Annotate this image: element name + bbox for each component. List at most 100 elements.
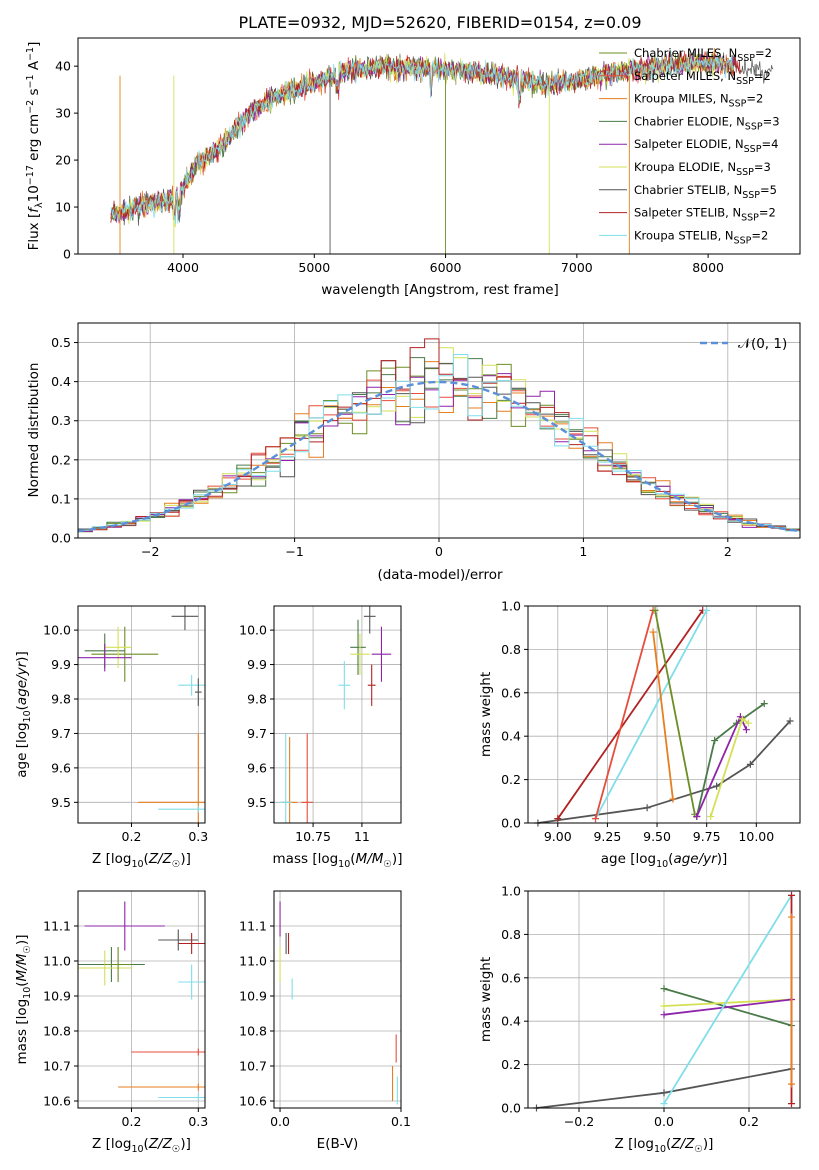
weight-marker (713, 782, 721, 790)
normal-curve (77, 380, 801, 533)
y-axis-label-part: age [log (14, 722, 30, 777)
x-axis-label: E(B-V) (317, 1136, 359, 1152)
weight-series-5 (663, 998, 792, 1007)
x-tick-label: 11 (354, 829, 370, 844)
y-tick-label: 9.8 (51, 692, 71, 707)
x-axis-label-part: ( (668, 851, 673, 867)
x-axis-label-part: )] (180, 1136, 191, 1152)
x-axis-label-part: mass [log (273, 851, 339, 867)
legend-entry-part: SSP (744, 144, 762, 155)
y-tick-label: 11.0 (43, 954, 71, 969)
legend-entry: 𝒩(0, 1) (738, 336, 787, 352)
legend-entry: Kroupa MILES, NSSP=2 (634, 92, 763, 110)
y-axis-label: mass weight (478, 957, 494, 1042)
legend-entry: Chabrier STELIB, NSSP=5 (634, 183, 777, 201)
weight-series-4 (663, 998, 792, 1016)
x-tick-label: 9.25 (593, 829, 621, 844)
legend-entry-part: SSP (737, 53, 755, 64)
y-axis-label-part: −1 (25, 74, 36, 88)
weight-marker (746, 760, 754, 768)
x-tick-label: 10.75 (295, 829, 331, 844)
weight-marker (788, 1100, 795, 1108)
legend-entry-part: Chabrier ELODIE, N (634, 114, 745, 128)
y-axis-label-part: age/yr (14, 660, 30, 705)
y-tick-label: 20 (55, 153, 71, 168)
weight-series-7 (557, 609, 704, 820)
weight-marker (669, 795, 677, 803)
x-axis-label: age [log10(age/yr)] (601, 851, 727, 870)
legend-entry-part: =2 (755, 46, 772, 60)
x-tick-label: 2 (724, 544, 732, 559)
y-tick-label: 0.6 (501, 970, 521, 985)
x-tick-label: 0.2 (739, 1114, 759, 1129)
legend-entry-part: SSP (745, 121, 763, 132)
legend-entry-part: SSP (729, 99, 747, 110)
x-tick-label: 9.50 (643, 829, 671, 844)
legend-entry-part: SSP (742, 190, 760, 201)
axes-frame (77, 890, 206, 1109)
legend-entry: Salpeter MILES, NSSP=2 (634, 69, 771, 87)
y-tick-label: 9.8 (247, 692, 267, 707)
legend-entry: Salpeter ELODIE, NSSP=4 (634, 137, 778, 155)
y-tick-label: 1.0 (501, 599, 521, 614)
y-tick-label: 0.0 (501, 816, 521, 831)
y-tick-label: 11.1 (43, 919, 71, 934)
mass-vs-extinction-panel: 0.0 0.1 10.6 10.7 10.8 10.9 11.0 11.1 E(B-V) (239, 890, 411, 1152)
weight-marker (707, 812, 715, 820)
weight-marker (744, 719, 752, 727)
x-axis-label-part: )] (703, 1136, 714, 1152)
y-axis-label-part: mass [log (14, 999, 30, 1065)
x-tick-label: −2 (141, 544, 159, 559)
legend-entry-part: Kroupa STELIB, N (634, 228, 734, 242)
y-axis-label-part: −2 (25, 100, 36, 114)
y-tick-label: 0.1 (51, 491, 71, 506)
x-axis-label-part: 10 (338, 859, 350, 870)
y-tick-label: 1.0 (501, 884, 521, 899)
x-tick-label: 9.00 (544, 829, 572, 844)
weight-marker (660, 1011, 668, 1019)
x-tick-label: 0.1 (391, 1114, 411, 1129)
weight-marker (592, 815, 600, 823)
y-tick-label: 0.5 (51, 335, 71, 350)
weight-series-8 (663, 894, 793, 1105)
weight-marker (660, 1002, 668, 1010)
y-axis-label: mass weight (478, 672, 494, 757)
weight-marker (643, 804, 651, 812)
y-tick-label: 10.7 (239, 1059, 267, 1074)
weight-marker (760, 700, 768, 708)
y-tick-label: 0.4 (501, 1014, 521, 1029)
weight-series-5 (709, 717, 749, 817)
legend-entry-part: =2 (746, 92, 763, 106)
weight-marker (788, 891, 795, 899)
weight-marker (651, 606, 659, 614)
legend-entry-part: =3 (763, 114, 780, 128)
y-axis-label-part: f (26, 206, 42, 213)
weight-series-2 (652, 631, 674, 800)
y-axis-label-part: 10 (26, 185, 42, 202)
x-tick-label: 0.3 (188, 829, 208, 844)
y-axis-label-part: Flux [ (26, 213, 42, 251)
y-tick-label: 0.6 (501, 685, 521, 700)
y-tick-label: 0 (63, 247, 71, 262)
y-tick-label: 9.7 (51, 726, 71, 741)
x-axis-label-part: ☉ (694, 1144, 703, 1155)
x-tick-label: 0 (435, 544, 443, 559)
legend-entry-part: =5 (760, 183, 777, 197)
y-axis-label: mass [log10(M/M☉)] (14, 935, 33, 1065)
y-tick-label: 10 (55, 200, 71, 215)
y-axis-label-part: s (26, 88, 42, 99)
y-tick-label: 10.7 (43, 1059, 71, 1074)
x-tick-label: 5000 (298, 260, 330, 275)
x-axis-label-part: ( (144, 851, 149, 867)
age-vs-mass-panel: 10.75 11 9.5 9.6 9.7 9.8 9.9 10.0 mass [log10(M/… (239, 605, 402, 870)
axes-frame (273, 605, 402, 824)
axes-frame (77, 37, 801, 255)
y-tick-label: 9.9 (247, 657, 267, 672)
x-axis-label-part: 10 (131, 1144, 143, 1155)
weight-vs-age-panel: 9.00 9.25 9.50 9.75 10.00 0.0 0.2 0.4 0.6 0.8 1.0 a… (478, 599, 801, 870)
y-axis-label-part: ☉ (22, 945, 33, 954)
x-tick-label: 0.2 (122, 829, 142, 844)
y-tick-label: 0.0 (51, 531, 71, 546)
legend-entry-part: Kroupa ELODIE, N (634, 160, 736, 174)
